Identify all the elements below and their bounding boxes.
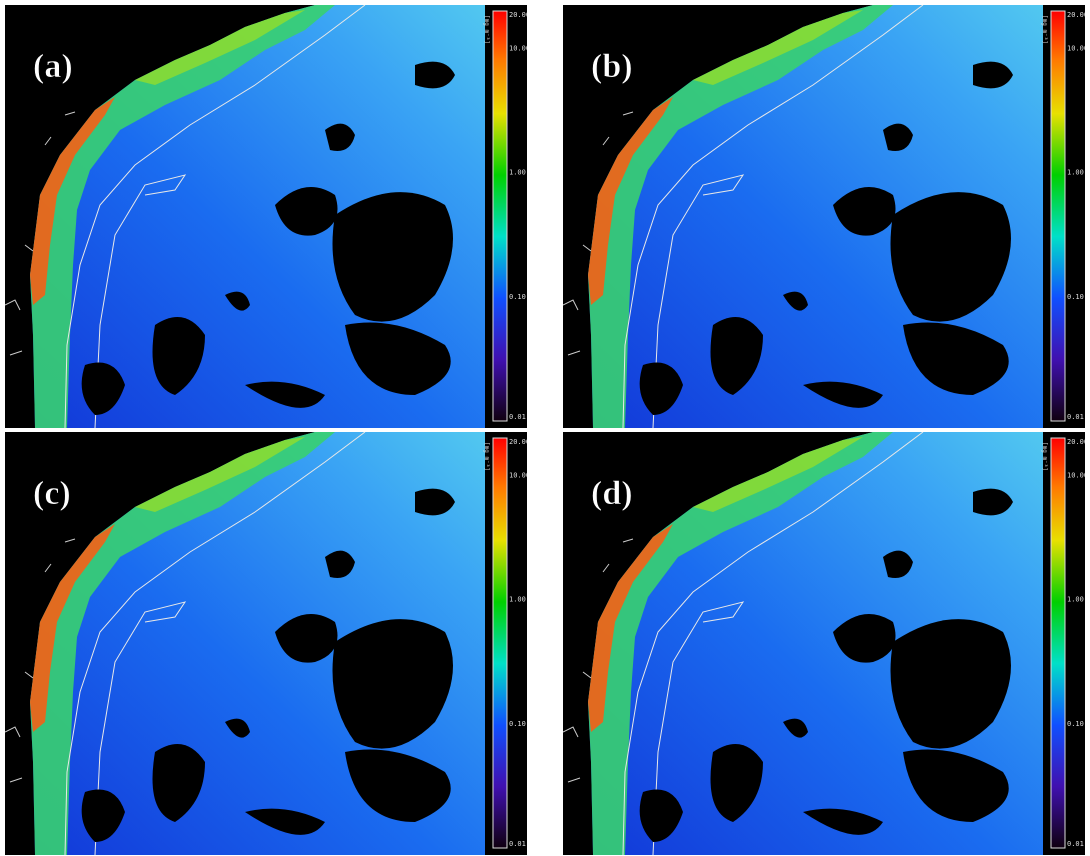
colorbar-tick: 1.00: [509, 596, 526, 604]
colorbar-tick: 10.00: [1067, 44, 1085, 52]
colorbar-tick: 1.00: [509, 169, 526, 177]
colorbar: [492, 10, 508, 422]
colorbar: [1050, 10, 1066, 422]
colorbar-tick: 20.00: [1067, 438, 1085, 446]
colorbar: [1050, 437, 1066, 849]
colorbar-unit: [mg m⁻³]: [1041, 15, 1048, 44]
colorbar-tick: 1.00: [1067, 596, 1084, 604]
colorbar-tick: 0.10: [509, 293, 526, 301]
colorbar-tick: 0.01: [509, 413, 526, 421]
colorbar-unit: [mg m⁻³]: [483, 15, 490, 44]
map-image: (b) [mg m⁻³] 20.00 10.00 1.00 0.10 0.01: [563, 5, 1085, 428]
colorbar-tick: 0.10: [509, 720, 526, 728]
colorbar-tick: 20.00: [509, 438, 527, 446]
colorbar-tick: 20.00: [509, 11, 527, 19]
map-panel: (b) [mg m⁻³] 20.00 10.00 1.00 0.10 0.01: [563, 5, 1085, 428]
map-image: (d) [mg m⁻³] 20.00 10.00 1.00 0.10 0.01: [563, 432, 1085, 855]
colorbar-tick: 10.00: [509, 44, 527, 52]
panel-label: (a): [33, 48, 73, 85]
colorbar-tick: 10.00: [509, 471, 527, 479]
chlorophyll-map: [563, 432, 1043, 855]
chlorophyll-map: [563, 5, 1043, 428]
panel-label: (d): [591, 475, 633, 512]
map-image: (c) [mg m⁻³] 20.00 10.00 1.00 0.10 0.01: [5, 432, 527, 855]
colorbar-tick: 1.00: [1067, 169, 1084, 177]
panel-label: (c): [33, 475, 71, 512]
colorbar-tick: 0.01: [1067, 413, 1084, 421]
colorbar-tick: 0.10: [1067, 720, 1084, 728]
colorbar-tick: 0.01: [509, 840, 526, 848]
map-panel: (a) [mg m⁻³] 20.00 10.00 1.00 0.10 0.01: [5, 5, 527, 428]
colorbar-unit: [mg m⁻³]: [483, 442, 490, 471]
map-panel: (d) [mg m⁻³] 20.00 10.00 1.00 0.10 0.01: [563, 432, 1085, 855]
colorbar-unit: [mg m⁻³]: [1041, 442, 1048, 471]
colorbar-tick: 20.00: [1067, 11, 1085, 19]
map-panel: (c) [mg m⁻³] 20.00 10.00 1.00 0.10 0.01: [5, 432, 527, 855]
chlorophyll-map: [5, 432, 485, 855]
colorbar: [492, 437, 508, 849]
colorbar-tick: 0.01: [1067, 840, 1084, 848]
chlorophyll-map: [5, 5, 485, 428]
panel-label: (b): [591, 48, 633, 85]
map-image: (a) [mg m⁻³] 20.00 10.00 1.00 0.10 0.01: [5, 5, 527, 428]
colorbar-tick: 10.00: [1067, 471, 1085, 479]
colorbar-tick: 0.10: [1067, 293, 1084, 301]
